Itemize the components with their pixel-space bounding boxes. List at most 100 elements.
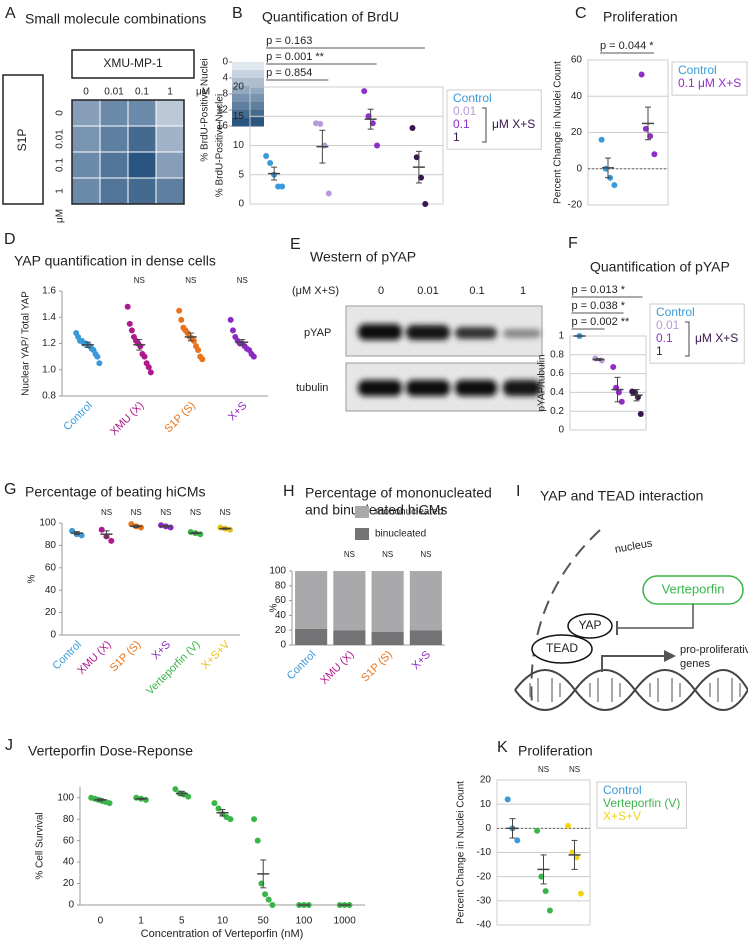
y-tick-label: 10 [480,799,492,810]
column-label: 0.01 [104,87,124,98]
row-label: 1 [55,188,66,194]
dna-strand [514,669,748,711]
condition-label: (μM X+S) [292,285,339,297]
y-tick-label: 0 [558,425,564,436]
y-tick-label: 60 [63,835,75,846]
column-label: 0.1 [135,87,149,98]
y-tick-label: 0.6 [550,368,564,379]
heatmap-cell [99,177,129,205]
panel-letter: D [4,231,16,248]
p-value: p = 0.854 [266,67,312,79]
column-header-box [71,49,195,79]
legend-swatch [355,506,369,518]
protein [531,634,593,664]
y-tick-label: 5 [238,169,244,180]
legend-entry: Control [678,63,717,77]
heatmap-cell [71,125,101,153]
legend-frame [596,781,687,829]
y-tick-label: 80 [63,814,75,825]
legend-entry: X+S+V [603,809,641,823]
data-point [141,353,148,360]
x-tick-label: 0 [98,916,104,927]
legend-entry: Control [453,91,492,105]
p-value: p = 0.038 * [572,300,626,312]
protein [567,613,613,639]
y-tick-label: 1.0 [42,364,56,375]
colorbar-tick-label: 8 [222,89,228,100]
diagram-panel: I YAP and TEAD interaction nucleus Verte… [514,483,748,711]
genes-label: genes [680,658,710,670]
legend-entry: 0.1 μM X+S [678,76,741,90]
lane-label: 0.01 [417,285,438,297]
band [406,380,450,396]
ns-label: NS [190,508,201,517]
data-point [94,353,101,360]
y-tick-label: 20 [233,82,245,93]
arrow-head [664,650,676,662]
p-value: p = 0.002 ** [572,316,631,328]
colorbar-step [232,78,264,87]
colorbar-label: % BrdU-Positive Nuclei [200,58,211,161]
band [455,327,497,339]
data-point [317,120,324,127]
ns-label: NS [237,276,248,285]
bar-segment [371,631,404,645]
y-tick-label: 20 [480,775,492,786]
colorbar-step [232,86,264,95]
row-label: 0.1 [55,158,66,172]
y-axis-label: pYAP/tubulin [537,354,548,411]
panel-title: Quantification of BrdU [262,9,399,25]
legend-entry: 0.01 [656,318,680,332]
ns-label: NS [185,276,196,285]
western-panel: E Western of pYAP (μM X+S) 0 0.01 0.1 1 … [290,236,543,412]
data-point [651,151,658,158]
row-header: S1P [15,129,29,152]
data-point [504,796,511,803]
legend-bracket [685,321,690,357]
heatmap-cell [155,125,185,153]
data-point [137,343,144,350]
row-label: tubulin [296,382,328,394]
colorbar-step [232,94,264,103]
panel-title: Western of pYAP [310,249,416,265]
band [406,325,450,340]
data-point [211,800,218,807]
heatmap-cell [99,151,129,179]
data-point [325,190,332,197]
heatmap-cell [71,151,101,179]
y-axis-label: Percent Change in Nuclei Count [553,61,564,204]
heatmap-cell [71,177,101,205]
x-tick-label: 50 [258,916,270,927]
y-axis-label: % BrdU-Positive Nuclei [215,94,226,197]
panel-letter: C [575,5,587,22]
colorbar-tick-label: 0 [222,57,228,68]
data-point [538,873,545,880]
y-tick-label: -20 [477,871,492,882]
panel-title: Verteporfin Dose-Reponse [28,743,193,759]
panel-title: Percentage of mononucleated [305,485,492,501]
colorbar-tick-label: 16 [217,121,229,132]
data-point [409,124,416,131]
band [503,380,541,396]
y-tick-label: 0 [50,630,56,641]
data-point [534,827,541,834]
ns-label: NS [131,508,142,517]
panel-title: YAP quantification in dense cells [14,253,216,269]
x-tick-label: 5 [179,916,185,927]
data-point [365,113,372,120]
data-point [108,537,115,544]
bar-segment [333,630,366,645]
x-tick-label: 10 [217,916,229,927]
y-tick-label: 0.4 [550,387,564,398]
data-point [618,398,625,405]
data-point [126,320,133,327]
legend-entry: Control [603,783,642,797]
legend-entry: Control [656,305,695,319]
column-label: 0 [83,87,89,98]
band [455,380,497,396]
y-tick-label: 80 [275,580,287,591]
data-point [262,891,269,898]
panel-title: YAP and TEAD interaction [540,488,703,504]
data-point [573,854,580,861]
